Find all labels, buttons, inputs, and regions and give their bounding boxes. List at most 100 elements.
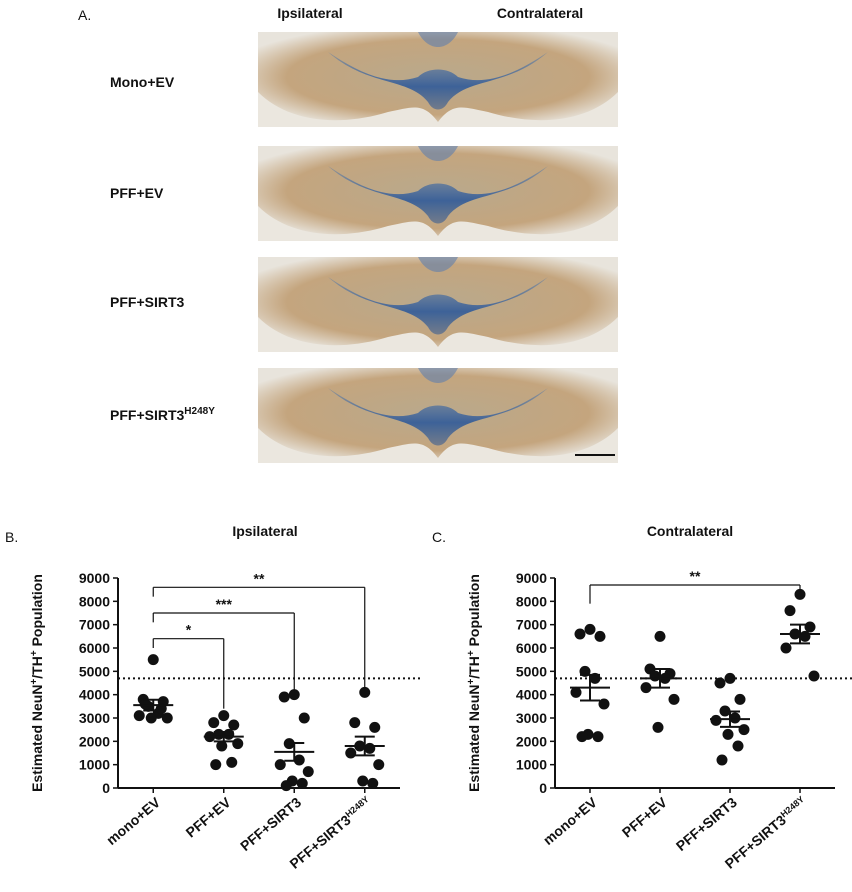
y-tick-label: 7000 <box>516 617 547 633</box>
y-axis-label-sup: + <box>29 679 40 685</box>
data-point <box>359 686 371 698</box>
data-point <box>139 698 151 710</box>
data-point <box>598 698 610 710</box>
x-tick-label: PFF+EV <box>183 794 235 841</box>
y-axis-label-text: Estimated NeuN <box>29 685 45 792</box>
data-point <box>364 742 376 754</box>
data-point <box>592 731 604 743</box>
x-tick-label-text: PFF+SIRT3 <box>673 794 740 854</box>
panel-label: A. <box>78 7 91 23</box>
row-label: PFF+EV <box>110 185 164 201</box>
x-tick-label-text: PFF+SIRT3 <box>237 794 304 854</box>
data-point <box>208 717 220 729</box>
data-point <box>640 682 652 694</box>
significance-label: ** <box>690 568 701 584</box>
x-tick-label-sup: H248Y <box>343 794 371 819</box>
data-point <box>369 721 381 733</box>
data-point <box>161 712 173 724</box>
y-axis-label-text: /TH <box>466 656 482 679</box>
y-tick-label: 6000 <box>79 640 110 656</box>
data-point <box>302 766 314 778</box>
data-point <box>357 775 369 787</box>
y-tick-label: 5000 <box>79 663 110 679</box>
row-label-sup: H248Y <box>184 406 215 417</box>
y-tick-label: 3000 <box>516 710 547 726</box>
data-point <box>296 777 308 789</box>
y-axis-label: Estimated NeuN+/TH+ Population <box>29 574 46 792</box>
data-point <box>780 642 792 654</box>
data-point <box>147 654 159 666</box>
column-label: Contralateral <box>497 5 583 21</box>
significance-label: * <box>186 622 192 638</box>
data-point <box>570 686 582 698</box>
y-tick-label: 5000 <box>516 663 547 679</box>
data-point <box>804 621 816 633</box>
y-tick-label: 4000 <box>516 687 547 703</box>
row-label: PFF+SIRT3H248Y <box>110 406 215 423</box>
data-point <box>574 628 586 640</box>
x-tick-label-sup: H248Y <box>779 794 807 819</box>
data-point <box>649 670 661 682</box>
data-point <box>654 630 666 642</box>
data-point <box>373 759 385 771</box>
data-point <box>594 630 606 642</box>
x-tick-label-text: PFF+SIRT3 <box>286 812 353 872</box>
data-point <box>784 605 796 617</box>
x-tick-label-text: mono+EV <box>103 794 164 848</box>
x-tick-label: PFF+SIRT3 <box>673 794 740 854</box>
data-point <box>710 714 722 726</box>
y-tick-label: 4000 <box>79 687 110 703</box>
y-tick-label: 8000 <box>516 593 547 609</box>
x-tick-label: PFF+EV <box>619 794 671 841</box>
y-tick-label: 2000 <box>79 733 110 749</box>
data-point <box>278 691 290 703</box>
micrograph <box>258 257 618 352</box>
data-point <box>799 630 811 642</box>
significance-label: *** <box>216 596 233 612</box>
data-point <box>738 724 750 736</box>
y-axis-label-text: /TH <box>29 656 45 679</box>
x-tick-label-text: PFF+EV <box>619 794 671 841</box>
data-point <box>652 721 664 733</box>
significance-label: ** <box>254 570 265 586</box>
data-point <box>668 693 680 705</box>
x-tick-label-text: PFF+EV <box>183 794 235 841</box>
row-label: PFF+SIRT3 <box>110 294 185 310</box>
panel-label: C. <box>432 529 446 545</box>
data-point <box>232 738 244 750</box>
y-tick-label: 1000 <box>516 757 547 773</box>
y-tick-label: 7000 <box>79 617 110 633</box>
data-point <box>349 717 361 729</box>
x-tick-label: mono+EV <box>103 794 164 848</box>
data-point <box>216 740 228 752</box>
y-tick-label: 3000 <box>79 710 110 726</box>
data-point <box>714 677 726 689</box>
y-axis-label-sup: + <box>466 650 477 656</box>
data-point <box>724 672 736 684</box>
data-point <box>133 710 145 722</box>
data-point <box>584 623 596 635</box>
row-label-text: PFF+SIRT3 <box>110 407 185 423</box>
data-point <box>734 693 746 705</box>
y-tick-label: 9000 <box>516 570 547 586</box>
micrograph <box>258 146 618 241</box>
micrograph <box>258 32 618 127</box>
y-axis-label-text: Estimated NeuN <box>466 685 482 792</box>
data-point <box>729 712 741 724</box>
data-point <box>367 777 379 789</box>
data-point <box>145 712 157 724</box>
data-point <box>210 759 222 771</box>
panel-label: B. <box>5 529 18 545</box>
y-tick-label: 0 <box>102 780 110 796</box>
micrograph <box>258 368 618 463</box>
data-point <box>716 754 728 766</box>
data-point <box>298 712 310 724</box>
y-axis-label-text: Population <box>466 574 482 650</box>
x-tick-label: mono+EV <box>540 794 601 848</box>
data-point <box>280 780 292 792</box>
y-tick-label: 6000 <box>516 640 547 656</box>
column-label: Ipsilateral <box>277 5 342 21</box>
y-tick-label: 9000 <box>79 570 110 586</box>
x-tick-label-text: PFF+SIRT3 <box>722 812 789 872</box>
